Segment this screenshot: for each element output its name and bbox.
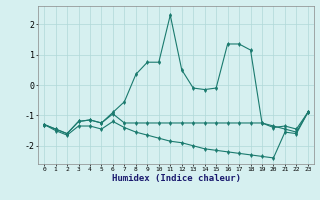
X-axis label: Humidex (Indice chaleur): Humidex (Indice chaleur) <box>111 174 241 183</box>
